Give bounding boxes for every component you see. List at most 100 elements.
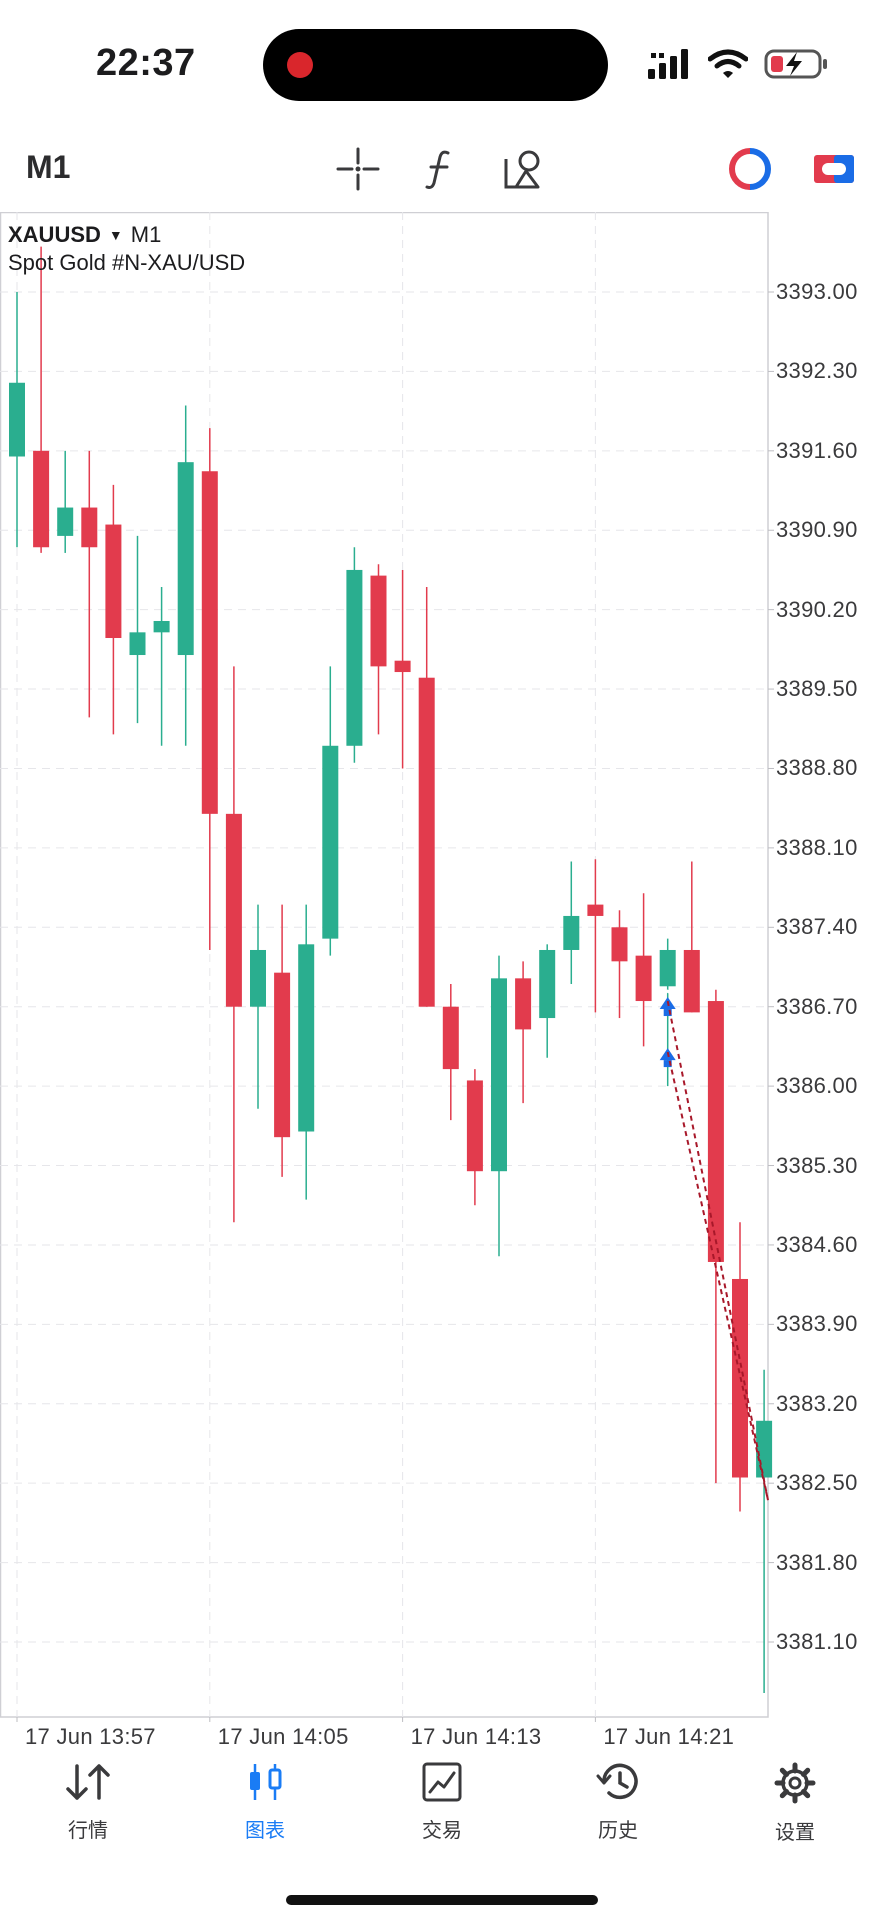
candle-bear <box>105 524 122 639</box>
function-f-icon <box>425 150 450 189</box>
candlestick-chart-icon <box>250 1764 282 1800</box>
price-chart[interactable]: XAUUSD ▼ M1 Spot Gold #N-XAU/USD 3393.00… <box>0 212 884 1749</box>
settings-gear-icon <box>774 1762 816 1804</box>
indicators-button[interactable] <box>414 143 466 195</box>
trade-line <box>666 1000 769 1501</box>
price-label: 3385.30 <box>776 1152 858 1178</box>
tab-quotes-label: 行情 <box>68 1820 108 1842</box>
wifi-icon <box>708 49 748 78</box>
price-label: 3391.60 <box>776 437 858 463</box>
history-clock-icon <box>596 1763 638 1800</box>
bottom-tab-bar: 行情 图表 交易 历史 <box>0 1752 884 1872</box>
buy-arrow-stem <box>663 1060 672 1068</box>
timeframe-selector[interactable]: M1 <box>26 149 71 185</box>
tab-history[interactable]: 历史 <box>563 1762 673 1843</box>
candlestick-plot[interactable] <box>0 212 884 1722</box>
candle-bear <box>466 1080 483 1172</box>
price-label: 3392.30 <box>776 358 858 384</box>
candle-bear <box>394 660 411 673</box>
status-bar: 22:37 <box>0 0 884 120</box>
candle-bull <box>129 632 146 656</box>
tab-history-label: 历史 <box>598 1820 638 1842</box>
price-label: 3388.80 <box>776 755 858 781</box>
price-label: 3381.10 <box>776 1629 858 1654</box>
candle-bear <box>635 955 652 1002</box>
status-time: 22:37 <box>96 42 196 84</box>
chevron-up-icon <box>657 989 678 1000</box>
trade-line <box>666 1051 769 1501</box>
candle-bear <box>587 904 604 916</box>
candle-bull <box>298 944 315 1132</box>
plot-frame <box>0 212 769 1718</box>
signal-icon <box>648 49 688 79</box>
candle-bull <box>177 462 194 656</box>
price-label: 3388.10 <box>776 834 858 860</box>
symbol-selector[interactable]: XAUUSD ▼ M1 <box>8 222 161 248</box>
candle-bear <box>442 1006 459 1070</box>
candle-bull <box>491 978 507 1172</box>
price-label: 3393.00 <box>776 279 858 304</box>
price-label: 3382.50 <box>776 1470 858 1496</box>
one-click-trading-button[interactable] <box>724 143 776 195</box>
tab-trade[interactable]: 交易 <box>387 1762 497 1843</box>
chart-timeframe: M1 <box>130 222 162 247</box>
candle-bear <box>683 949 700 1013</box>
tab-chart-label: 图表 <box>245 1820 285 1842</box>
candle-bull <box>153 620 170 633</box>
status-icons <box>648 46 828 82</box>
chart-toolbar: M1 <box>0 125 884 211</box>
time-label: 17 Jun 14:05 <box>217 1724 349 1749</box>
price-label: 3386.70 <box>776 993 858 1019</box>
objects-button[interactable] <box>498 143 550 195</box>
buy-sell-toggle-icon <box>814 155 854 183</box>
price-label: 3389.50 <box>776 676 858 702</box>
candle-bull <box>756 1420 773 1478</box>
buy-arrow-stem <box>663 1009 672 1017</box>
candle-bull <box>9 382 25 457</box>
shapes-icon <box>504 150 540 189</box>
candle-bull <box>250 949 266 1007</box>
price-label: 3383.20 <box>776 1390 858 1416</box>
tab-chart[interactable]: 图表 <box>210 1762 320 1843</box>
time-label: 17 Jun 14:21 <box>603 1724 735 1749</box>
candle-bull <box>346 569 363 746</box>
candle-bull <box>322 745 339 939</box>
candle-bear <box>274 972 291 1138</box>
candle-bear <box>81 507 98 548</box>
candle-bear <box>515 978 532 1030</box>
dynamic-island <box>263 29 608 101</box>
recording-indicator-icon <box>287 52 313 78</box>
price-label: 3387.40 <box>776 914 858 940</box>
candle-bull <box>57 507 74 536</box>
crosshair-icon <box>336 147 380 191</box>
candle-bear <box>707 1001 724 1262</box>
candle-bear <box>611 927 628 962</box>
symbol-name: XAUUSD <box>8 222 101 247</box>
candle-bear <box>33 450 50 548</box>
price-label: 3383.90 <box>776 1311 858 1337</box>
candle-bear <box>201 471 218 814</box>
candle-bear <box>418 677 435 1007</box>
time-label: 17 Jun 13:57 <box>25 1724 156 1749</box>
tab-settings-label: 设置 <box>775 1822 815 1844</box>
trade-chart-icon <box>422 1762 462 1802</box>
candle-bull <box>563 915 580 950</box>
candle-bull <box>539 949 556 1019</box>
tab-settings[interactable]: 设置 <box>740 1762 850 1845</box>
battery-charging-icon <box>764 49 827 79</box>
candle-bear <box>225 813 242 1007</box>
symbol-dropdown-icon: ▼ <box>108 227 123 243</box>
new-order-button[interactable] <box>808 143 860 195</box>
candle-bull <box>659 949 676 987</box>
price-label: 3390.20 <box>776 596 858 622</box>
home-indicator <box>286 1895 598 1905</box>
symbol-description: Spot Gold #N-XAU/USD <box>8 250 246 275</box>
tab-trade-label: 交易 <box>422 1820 462 1842</box>
candle-bear <box>370 575 387 667</box>
quotes-arrows-icon <box>66 1764 110 1800</box>
time-label: 17 Jun 14:13 <box>410 1724 542 1749</box>
tab-quotes[interactable]: 行情 <box>33 1762 143 1843</box>
crosshair-button[interactable] <box>332 143 384 195</box>
price-label: 3386.00 <box>776 1073 858 1099</box>
